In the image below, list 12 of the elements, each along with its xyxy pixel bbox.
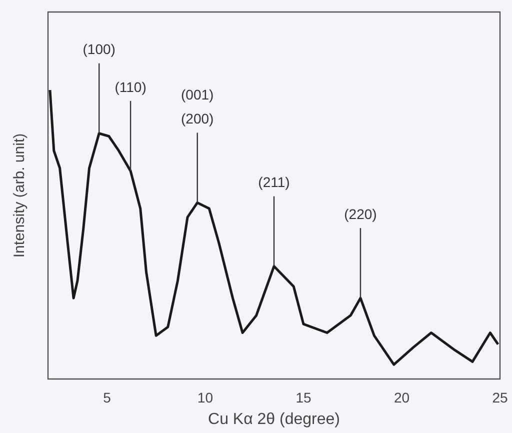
x-tick-label: 25 xyxy=(492,389,508,406)
annotation: (100) xyxy=(82,41,116,58)
x-tick-label: 10 xyxy=(197,389,214,406)
annotation: (211) xyxy=(258,174,290,190)
y-axis-title: Intensity (arb. unit) xyxy=(11,133,28,258)
x-tick-label: 15 xyxy=(296,389,312,406)
annotation: (001) (200) xyxy=(181,86,214,127)
x-tick-label: 5 xyxy=(103,389,112,406)
annotation: (110) xyxy=(114,78,146,95)
x-axis-title: Cu Kα 2θ (degree) xyxy=(208,410,340,428)
annotation: (220) xyxy=(344,206,377,222)
x-tick-label: 20 xyxy=(394,389,410,406)
